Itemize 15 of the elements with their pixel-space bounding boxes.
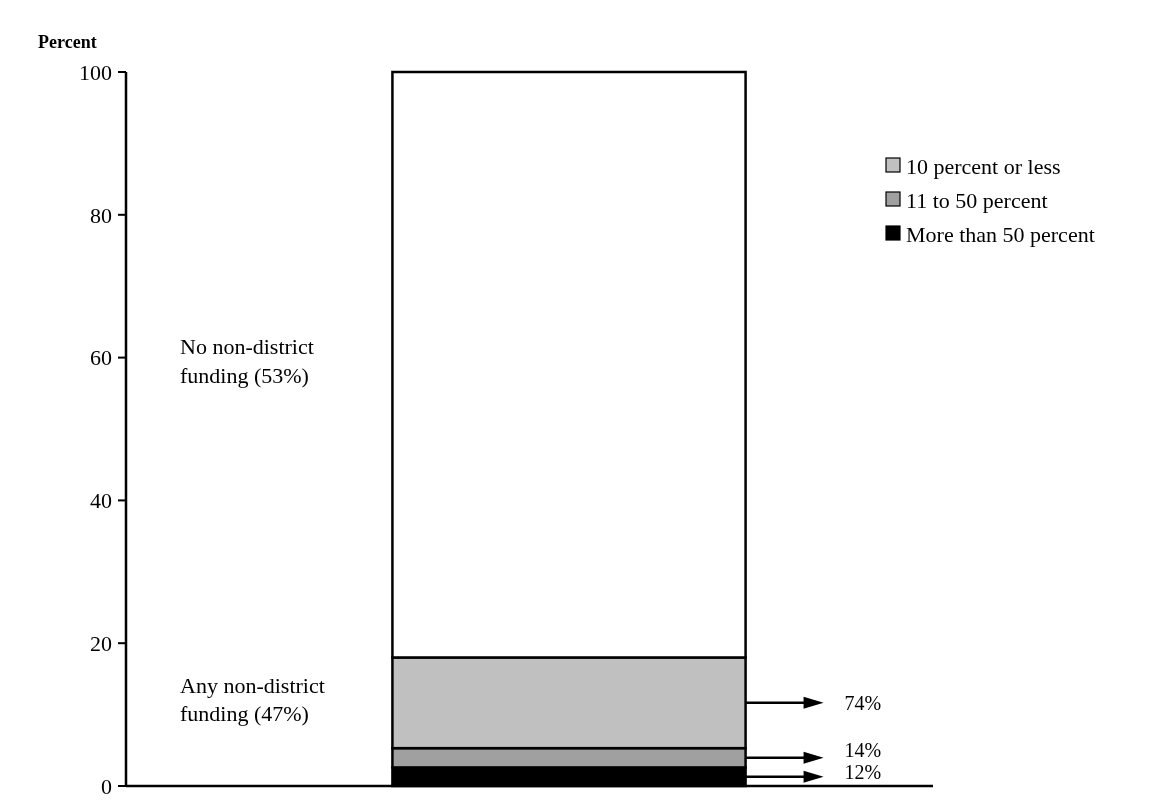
y-tick-label: 80 [90,202,112,228]
legend-label: 10 percent or less [906,153,1061,179]
annotation: 14% [844,739,882,761]
legend-label: More than 50 percent [906,221,1095,247]
y-axis-title: Percent [38,32,97,52]
y-tick-label: 100 [79,59,112,85]
legend-label: 11 to 50 percent [906,187,1048,213]
annotation: 12% [844,761,882,783]
y-tick-label: 60 [90,345,112,371]
y-tick-label: 0 [101,773,112,799]
y-tick-label: 20 [90,630,112,656]
annotation: 74% [844,691,882,714]
annotation: Any non-district funding (47%) [180,672,325,726]
y-tick-label: 40 [90,488,112,514]
annotation: No non-district funding (53%) [180,334,314,388]
